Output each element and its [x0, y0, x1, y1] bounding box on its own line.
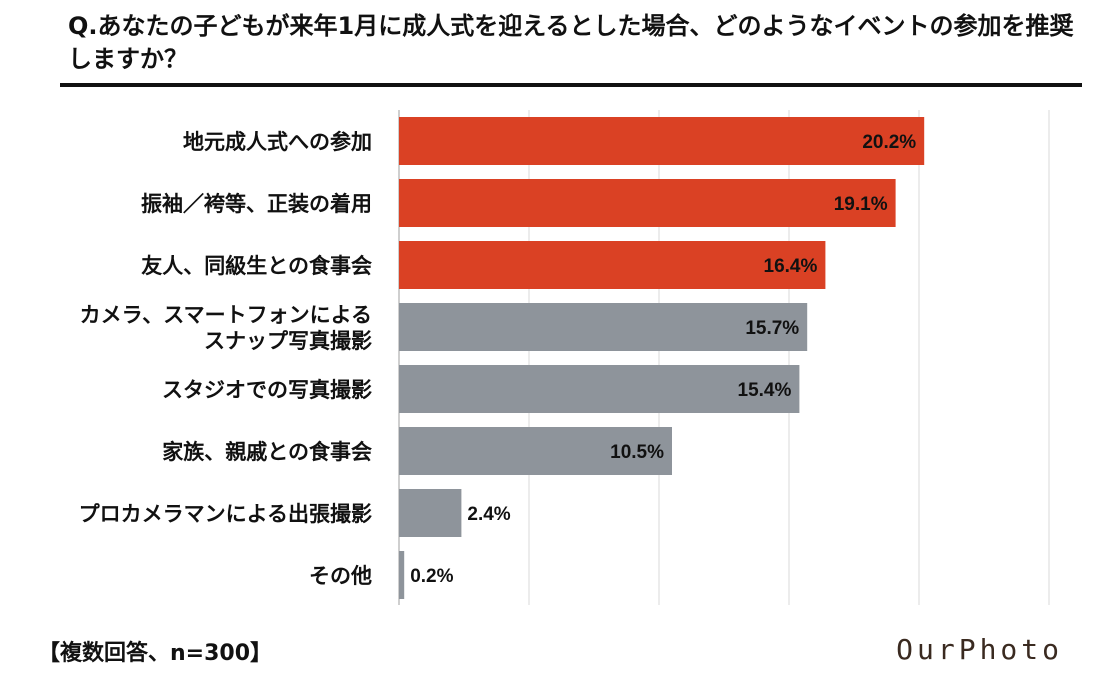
bar — [399, 489, 462, 537]
category-label: カメラ、スマートフォンによるスナップ写真撮影 — [80, 303, 372, 353]
category-label: スタジオでの写真撮影 — [162, 378, 372, 402]
bar — [399, 427, 672, 475]
category-label-line: カメラ、スマートフォンによる — [80, 303, 372, 327]
bar — [399, 241, 826, 289]
data-label: 19.1% — [834, 194, 888, 215]
category-label: 地元成人式への参加 — [183, 130, 372, 154]
category-label-line: スナップ写真撮影 — [204, 329, 372, 353]
data-label: 2.4% — [467, 504, 510, 525]
category-label: 家族、親戚との食事会 — [162, 440, 372, 464]
chart-title: Q.あなたの子どもが来年1月に成人式を迎えるとした場合、どのようなイベントの参加… — [68, 12, 1074, 73]
title-underline — [60, 83, 1082, 87]
sample-size-note: 【複数回答、n=300】 — [38, 641, 273, 666]
data-label: 16.4% — [764, 256, 818, 277]
data-label: 20.2% — [862, 132, 916, 153]
category-label-line: 友人、同級生との食事会 — [141, 254, 372, 278]
bar — [399, 117, 925, 165]
category-label-line: 振袖／袴等、正装の着用 — [141, 192, 372, 216]
category-label: その他 — [309, 564, 372, 588]
data-label: 0.2% — [410, 566, 453, 587]
bar — [399, 303, 808, 351]
data-label: 15.4% — [738, 380, 792, 401]
bar — [399, 551, 405, 599]
category-label-line: スタジオでの写真撮影 — [162, 378, 372, 402]
category-label: プロカメラマンによる出張撮影 — [79, 502, 372, 526]
category-label-line: 地元成人式への参加 — [183, 130, 372, 154]
ourphoto-logo: OurPhoto — [896, 633, 1063, 666]
category-label-line: その他 — [309, 564, 372, 588]
category-label: 友人、同級生との食事会 — [141, 254, 372, 278]
data-label: 10.5% — [610, 442, 664, 463]
data-label: 15.7% — [745, 318, 799, 339]
bar — [399, 365, 800, 413]
category-label-line: プロカメラマンによる出張撮影 — [79, 502, 372, 526]
category-label: 振袖／袴等、正装の着用 — [141, 192, 372, 216]
category-label-line: 家族、親戚との食事会 — [162, 440, 372, 464]
bar — [399, 179, 896, 227]
